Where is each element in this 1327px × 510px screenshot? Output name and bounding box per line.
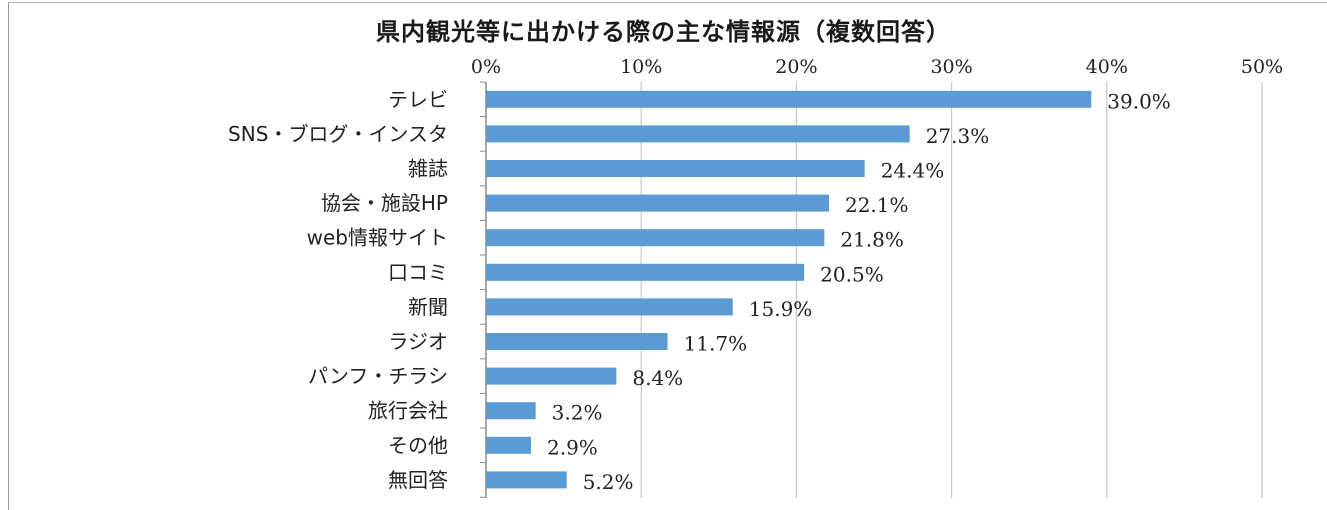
bar (486, 160, 865, 177)
x-tick-label: 40% (1086, 56, 1128, 78)
x-tick-label: 10% (620, 56, 662, 78)
category-label: SNS・ブログ・インスタ (228, 122, 448, 146)
category-label: 雑誌 (408, 157, 448, 181)
bar (486, 263, 805, 281)
category-label: 無回答 (388, 468, 448, 492)
data-label: 21.8% (840, 228, 904, 252)
data-label: 5.2% (583, 470, 634, 494)
bar (486, 229, 825, 247)
category-label: その他 (388, 433, 448, 457)
data-label: 15.9% (749, 297, 813, 321)
bar (486, 402, 536, 420)
data-label: 39.0% (1107, 89, 1171, 113)
x-tick-label: 0% (471, 56, 501, 78)
category-label: 旅行会社 (368, 399, 448, 423)
data-label: 24.4% (881, 159, 945, 183)
chart-title: 県内観光等に出かける際の主な情報源（複数回答） (376, 18, 951, 46)
x-tick-label: 20% (775, 56, 817, 78)
data-label: 22.1% (845, 193, 909, 217)
chart-frame (8, 2, 1327, 510)
bar (486, 367, 617, 385)
bar (486, 125, 910, 143)
data-label: 11.7% (684, 332, 748, 356)
data-label: 8.4% (632, 366, 683, 390)
category-label: 新聞 (408, 295, 448, 319)
data-label: 27.3% (926, 124, 990, 148)
category-label: 協会・施設HP (321, 191, 448, 215)
category-label: 口コミ (388, 260, 448, 284)
data-label: 20.5% (820, 262, 884, 286)
category-label: web情報サイト (307, 226, 448, 250)
category-label: テレビ (388, 87, 448, 111)
x-tick-label: 30% (930, 56, 972, 78)
gridlines (480, 81, 1263, 498)
x-tick-label: 50% (1241, 56, 1283, 78)
bar (486, 436, 532, 454)
bar (486, 298, 733, 316)
labels: 0% 10% 20% 30% 40% 50% テレビ 39.0% SNS・ブログ・インスタ 27.… (228, 56, 1283, 494)
bar (486, 471, 567, 489)
bar (486, 90, 1092, 108)
category-label: パンフ・チラシ (308, 364, 448, 388)
bar (486, 194, 829, 212)
category-label: ラジオ (388, 330, 448, 354)
data-label: 2.9% (547, 435, 598, 459)
bar (486, 333, 668, 350)
data-label: 3.2% (552, 401, 603, 425)
bars (486, 90, 1092, 489)
